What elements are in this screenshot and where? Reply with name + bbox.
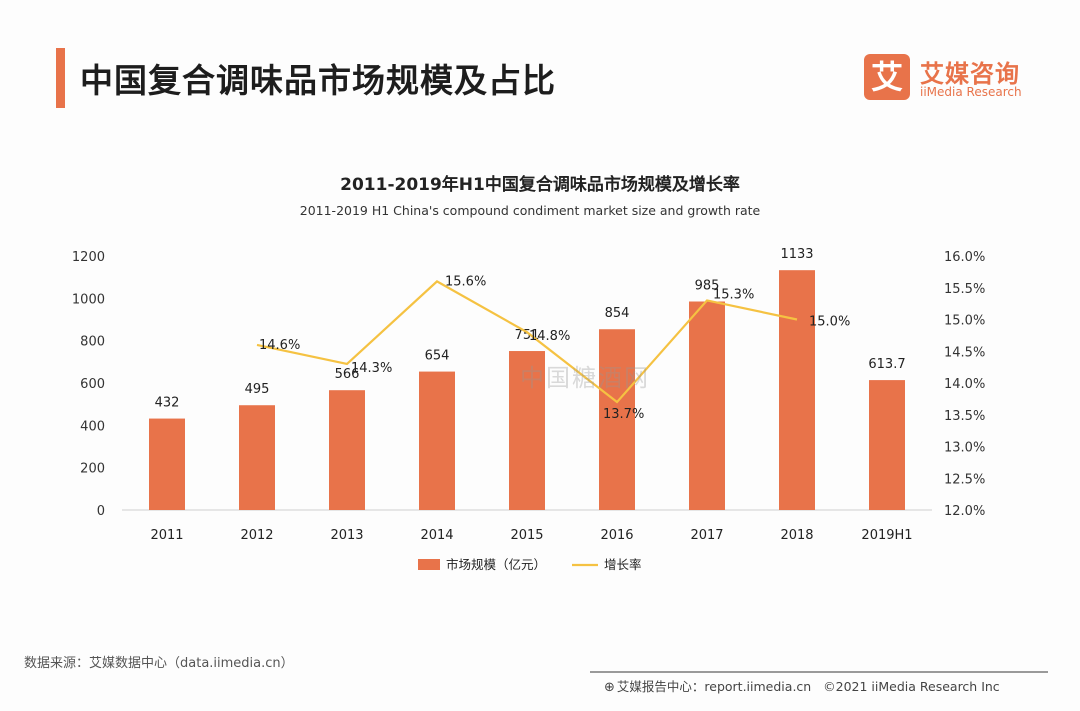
copyright: ©2021 iiMedia Research Inc [823,679,1000,694]
legend-bar-swatch [418,559,440,570]
x-tick-label: 2017 [690,528,723,543]
growth-rate-label: 15.6% [445,274,486,289]
y-left-tick-label: 1200 [72,250,105,265]
bar-value-label: 566 [335,367,360,382]
x-tick-label: 2014 [420,528,453,543]
footer-divider [590,671,1048,673]
legend-line-label: 增长率 [604,557,642,572]
bar-value-label: 1133 [780,247,813,262]
page-title: 中国复合调味品市场规模及占比 [80,61,556,100]
bar-value-label: 495 [245,382,270,397]
bar-value-label: 432 [155,396,180,411]
y-right-tick-label: 14.5% [944,345,985,360]
y-left-tick-label: 200 [80,462,105,477]
x-tick-label: 2012 [240,528,273,543]
brand-logo: 艾 艾媒咨询 iiMedia Research [864,54,1044,104]
bar-value-label: 613.7 [868,357,905,372]
growth-rate-label: 14.6% [259,338,300,353]
y-right-tick-label: 16.0% [944,250,985,265]
logo-name-cn: 艾媒咨询 [920,60,1020,88]
growth-rate-label: 14.8% [529,329,570,344]
chart-title: 2011-2019年H1中国复合调味品市场规模及增长率 [340,175,740,195]
y-left-tick-label: 800 [80,335,105,350]
bar [689,301,725,510]
y-right-tick-label: 14.0% [944,377,985,392]
bar-value-label: 985 [695,279,720,294]
y-right-tick-label: 13.0% [944,441,985,456]
bar [149,418,185,510]
x-tick-label: 2016 [600,528,633,543]
bar [869,380,905,510]
x-tick-label: 2019H1 [861,528,912,543]
x-tick-label: 2018 [780,528,813,543]
y-right-tick-label: 12.5% [944,472,985,487]
bar [779,270,815,510]
y-left-tick-label: 1000 [72,292,105,307]
bar [239,405,275,510]
growth-rate-label: 13.7% [603,407,644,422]
bar-value-label: 854 [605,306,630,321]
bar [599,329,635,510]
y-right-tick-label: 13.5% [944,409,985,424]
logo-name-en: iiMedia Research [920,85,1022,99]
growth-rate-label: 15.3% [713,287,754,302]
x-tick-label: 2015 [510,528,543,543]
bar-value-label: 751 [515,328,540,343]
bar [419,371,455,510]
logo-mark-icon: 艾 [864,54,910,100]
bar [329,390,365,510]
y-right-tick-label: 15.0% [944,314,985,329]
globe-icon: ⊕ [604,680,615,695]
y-left-tick-label: 600 [80,377,105,392]
y-left-tick-label: 400 [80,419,105,434]
growth-rate-label: 14.3% [351,361,392,376]
data-source: 数据来源：艾媒数据中心（data.iimedia.cn） [24,656,294,671]
report-link[interactable]: 艾媒报告中心：report.iimedia.cn [616,679,812,694]
x-tick-label: 2011 [150,528,183,543]
y-right-tick-label: 15.5% [944,282,985,297]
bar [509,351,545,510]
legend-bar-label: 市场规模（亿元） [446,557,546,572]
bar-value-label: 654 [425,349,450,364]
footer-credits: ⊕ 艾媒报告中心：report.iimedia.cn ©2021 iiMedia … [604,676,1000,695]
x-tick-label: 2013 [330,528,363,543]
y-left-tick-label: 0 [97,504,105,519]
y-right-tick-label: 12.0% [944,504,985,519]
chart-subtitle: 2011-2019 H1 China's compound condiment … [299,203,761,218]
growth-rate-label: 15.0% [809,315,850,330]
growth-line [256,280,798,404]
title-accent-bar [56,48,65,108]
watermark: 中国糖酒网 [520,364,650,392]
